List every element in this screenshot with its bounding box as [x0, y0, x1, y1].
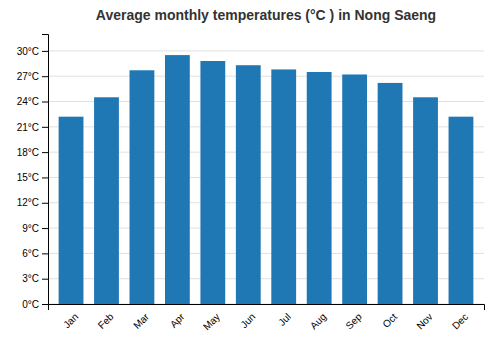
bar: [342, 75, 367, 305]
x-tick-label: Dec: [450, 311, 470, 331]
bar: [200, 61, 225, 304]
grid-line: [48, 76, 484, 77]
x-tick: Feb: [96, 311, 116, 331]
y-tick: 0°C: [22, 299, 48, 310]
y-tick-mark: [42, 177, 48, 178]
chart: 0°C 3°C 6°C 9°C 12°C 15°C 18°C 21°C 24°C 27°C 30°C…: [0, 0, 500, 350]
bar: [94, 97, 119, 304]
x-tick-label: Jan: [61, 311, 80, 330]
y-tick: 30°C: [17, 46, 48, 57]
y-tick: 21°C: [17, 122, 48, 133]
x-tick: Mar: [131, 311, 151, 331]
x-tick-label: Feb: [96, 311, 116, 331]
x-axis: Jan Feb Mar Apr May Jun Jul Aug Sep Oct Nov Dec: [49, 305, 485, 333]
y-tick-label: 27°C: [17, 71, 39, 82]
x-tick: May: [201, 311, 222, 332]
y-tick-mark: [42, 228, 48, 229]
x-tick: Nov: [414, 311, 434, 331]
y-tick-label: 24°C: [17, 96, 39, 107]
x-axis-line: [49, 305, 485, 311]
x-tick: Oct: [380, 311, 399, 330]
bar: [271, 69, 296, 304]
x-tick-label: Nov: [414, 311, 434, 331]
y-tick-mark: [42, 279, 48, 280]
x-tick: Jan: [61, 311, 80, 330]
x-tick: Aug: [308, 311, 328, 331]
x-tick-label: Mar: [131, 311, 151, 331]
y-tick: 18°C: [17, 147, 48, 158]
y-tick-label: 9°C: [22, 223, 39, 234]
y-tick-mark: [42, 203, 48, 204]
title: Average monthly temperatures (°C ) in No…: [96, 7, 436, 23]
y-tick: 6°C: [22, 248, 48, 259]
grid: [48, 51, 484, 304]
y-tick-label: 18°C: [17, 147, 39, 158]
y-tick: 3°C: [22, 273, 48, 284]
y-tick: 12°C: [17, 197, 48, 208]
bar: [59, 117, 84, 304]
y-tick: 15°C: [17, 172, 48, 183]
x-tick: Jun: [238, 311, 257, 330]
plot: 0°C 3°C 6°C 9°C 12°C 15°C 18°C 21°C 24°C 27°C 30°C…: [17, 35, 485, 333]
y-tick-mark: [42, 304, 48, 305]
x-tick: Sep: [343, 311, 364, 332]
y-tick-label: 0°C: [22, 299, 39, 310]
bar: [165, 55, 190, 304]
x-tick-label: Apr: [168, 311, 187, 330]
y-tick-mark: [42, 51, 48, 52]
x-tick: Apr: [168, 311, 187, 330]
bars: [59, 55, 474, 304]
x-tick-label: Aug: [308, 311, 328, 331]
y-tick-label: 21°C: [17, 122, 39, 133]
y-tick-mark: [42, 127, 48, 128]
x-tick-label: May: [201, 311, 222, 332]
y-tick: 24°C: [17, 96, 48, 107]
y-tick-label: 3°C: [22, 273, 39, 284]
y-tick-label: 30°C: [17, 46, 39, 57]
bar: [413, 97, 438, 304]
y-axis-line: [42, 35, 49, 305]
y-tick-label: 6°C: [22, 248, 39, 259]
grid-line: [48, 50, 484, 51]
bar: [449, 117, 474, 304]
x-tick-label: Sep: [343, 311, 364, 332]
x-tick-label: Jul: [276, 311, 293, 328]
bar: [130, 70, 155, 304]
bar: [378, 83, 403, 304]
bar: [236, 65, 261, 304]
y-tick-mark: [42, 152, 48, 153]
y-axis: 0°C 3°C 6°C 9°C 12°C 15°C 18°C 21°C 24°C 27°C 30°C: [17, 35, 49, 310]
bar: [307, 72, 332, 304]
y-tick-mark: [42, 76, 48, 77]
y-tick-mark: [42, 102, 48, 103]
x-tick: Dec: [450, 311, 470, 331]
x-tick-label: Oct: [380, 311, 399, 330]
y-tick-label: 15°C: [17, 172, 39, 183]
y-tick-mark: [42, 253, 48, 254]
y-tick: 9°C: [22, 223, 48, 234]
x-tick: Jul: [276, 311, 293, 328]
y-tick: 27°C: [17, 71, 48, 82]
x-tick-label: Jun: [238, 311, 257, 330]
y-tick-label: 12°C: [17, 197, 39, 208]
